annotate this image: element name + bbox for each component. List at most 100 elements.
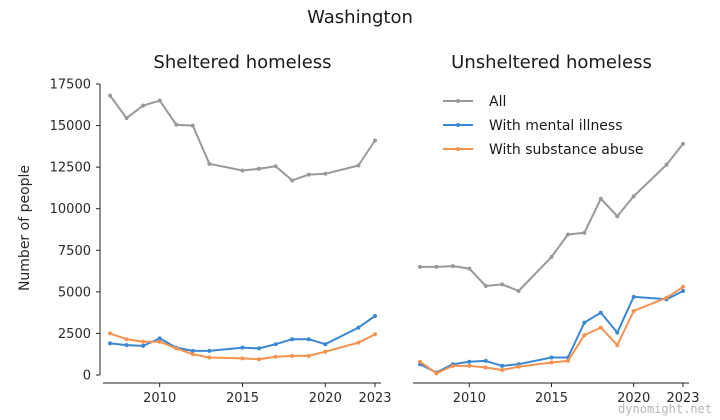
data-point-substance xyxy=(615,343,620,348)
data-point-substance xyxy=(681,284,685,289)
data-point-substance xyxy=(631,308,636,313)
data-point-all xyxy=(450,264,455,269)
data-point-all xyxy=(664,162,669,167)
x-tick-label: 2015 xyxy=(535,391,568,406)
data-point-mental xyxy=(615,330,620,335)
series-line-mental xyxy=(419,290,684,374)
data-point-mental xyxy=(681,289,685,294)
data-point-all xyxy=(207,161,212,166)
y-tick-label: 7500 xyxy=(58,244,91,259)
data-point-all xyxy=(240,168,245,173)
x-tick-label: 2010 xyxy=(143,391,176,406)
data-point-substance xyxy=(124,337,129,342)
data-point-mental xyxy=(306,337,311,342)
data-point-mental xyxy=(323,342,328,347)
data-point-substance xyxy=(500,368,505,373)
y-tick-label: 10000 xyxy=(50,202,91,217)
data-point-substance xyxy=(664,295,669,300)
chart-panels: Sheltered homeless 2010 2015 2020 2023 0 2500 5… xyxy=(50,52,700,406)
data-point-substance xyxy=(450,363,455,368)
y-tick-label: 2500 xyxy=(58,327,91,342)
x-tick-label: 2010 xyxy=(453,391,486,406)
data-point-substance xyxy=(582,333,587,338)
data-point-mental xyxy=(467,359,472,364)
data-point-mental xyxy=(483,358,488,363)
data-point-mental xyxy=(373,313,377,318)
data-point-substance xyxy=(290,353,295,358)
data-point-all xyxy=(681,141,685,146)
data-point-all xyxy=(157,98,162,103)
data-point-mental xyxy=(124,343,129,348)
data-point-mental xyxy=(207,348,212,353)
data-point-substance xyxy=(108,331,112,336)
data-point-all xyxy=(565,232,570,237)
x-tick-label: 2020 xyxy=(309,391,342,406)
data-point-all xyxy=(418,264,422,269)
data-point-substance xyxy=(240,356,245,361)
legend-marker-mental xyxy=(456,123,460,127)
data-point-all xyxy=(500,282,505,287)
data-point-mental xyxy=(190,348,195,353)
data-point-mental xyxy=(257,346,262,351)
data-point-all xyxy=(190,123,195,128)
series-line-all xyxy=(420,143,684,292)
data-point-substance xyxy=(373,332,377,337)
y-tick-label: 5000 xyxy=(58,285,91,300)
data-point-all xyxy=(631,194,636,199)
data-point-substance xyxy=(483,365,488,370)
data-point-substance xyxy=(356,340,361,345)
data-point-all xyxy=(141,103,146,108)
data-point-substance xyxy=(549,360,554,365)
y-tick-label: 15000 xyxy=(50,119,91,134)
legend-marker-all xyxy=(456,99,460,103)
data-point-mental xyxy=(108,341,112,346)
y-tick-label: 17500 xyxy=(50,78,91,93)
data-point-all xyxy=(467,266,472,271)
panel-title: Unsheltered homeless xyxy=(451,52,652,73)
data-point-mental xyxy=(631,294,636,299)
data-point-mental xyxy=(141,343,146,348)
data-point-mental xyxy=(273,342,278,347)
data-point-substance xyxy=(306,353,311,358)
data-point-substance xyxy=(598,325,603,330)
data-point-all xyxy=(306,172,311,177)
data-point-mental xyxy=(240,345,245,350)
data-point-substance xyxy=(207,355,212,360)
data-point-mental xyxy=(290,337,295,342)
data-point-all xyxy=(549,254,554,259)
data-point-substance xyxy=(174,346,179,351)
chart-panel-1: Sheltered homeless 2010 2015 2020 2023 0 2500 5… xyxy=(50,52,392,406)
data-point-mental xyxy=(582,320,587,325)
panel-title: Sheltered homeless xyxy=(153,52,331,73)
data-point-all xyxy=(174,122,179,127)
y-tick-label: 12500 xyxy=(50,161,91,176)
data-point-substance xyxy=(467,363,472,368)
data-point-all xyxy=(373,138,377,143)
data-point-substance xyxy=(190,352,195,357)
data-point-all xyxy=(582,230,587,235)
data-point-all xyxy=(124,116,129,121)
data-point-substance xyxy=(434,371,439,376)
watermark: dynomight.net xyxy=(618,402,712,416)
data-point-all xyxy=(615,214,620,219)
data-point-substance xyxy=(516,364,521,369)
chart-main-title: Washington xyxy=(307,7,413,28)
data-point-mental xyxy=(157,336,162,341)
data-point-substance xyxy=(157,339,162,344)
data-point-mental xyxy=(549,355,554,360)
data-point-all xyxy=(108,93,112,98)
chart-panel-2: Unsheltered homeless 2010 2015 2020 2023 All W… xyxy=(413,52,700,406)
data-point-mental xyxy=(500,363,505,368)
data-point-all xyxy=(598,196,603,201)
data-point-all xyxy=(273,164,278,169)
x-tick-label: 2020 xyxy=(617,391,650,406)
legend-marker-substance xyxy=(456,147,460,151)
legend-label-all: All xyxy=(489,94,506,110)
data-point-all xyxy=(356,163,361,168)
data-point-all xyxy=(323,171,328,176)
x-tick-label: 2023 xyxy=(358,391,391,406)
series-line-all xyxy=(109,95,376,182)
legend-label-mental: With mental illness xyxy=(489,118,623,134)
